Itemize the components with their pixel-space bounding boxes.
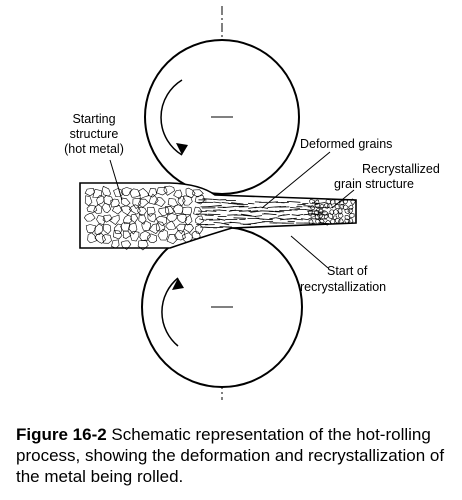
start-recrystallization-line-1: Start of bbox=[327, 264, 368, 278]
starting-structure-leader bbox=[109, 159, 123, 201]
start-recrystallization-line-2: recrystallization bbox=[300, 280, 386, 294]
starting-structure-line-2: structure bbox=[70, 127, 119, 141]
deformed-grains-text: Deformed grains bbox=[300, 137, 392, 151]
metal-strip bbox=[79, 182, 357, 249]
label-recrystallized: Recrystallized grain structure bbox=[331, 162, 440, 209]
recrystallized-line-2: grain structure bbox=[334, 177, 414, 191]
recrystallized-leader bbox=[331, 189, 355, 209]
label-start-recrystallization: Start of recrystallization bbox=[290, 235, 386, 294]
starting-structure-line-3: (hot metal) bbox=[64, 142, 124, 156]
figure-caption: Figure 16-2 Schematic representation of … bbox=[16, 424, 452, 487]
recrystallized-line-1: Recrystallized bbox=[362, 162, 440, 176]
deformed-grains-leader bbox=[261, 151, 331, 209]
start-recrystallization-leader bbox=[290, 235, 329, 269]
label-deformed-grains: Deformed grains bbox=[261, 137, 392, 209]
starting-structure-line-1: Starting bbox=[72, 112, 115, 126]
top-roll-rotation-arrow-icon bbox=[160, 79, 183, 156]
bottom-roll bbox=[141, 226, 303, 388]
bottom-roll-rotation-arrow-icon bbox=[161, 277, 179, 347]
top-roll bbox=[144, 39, 300, 195]
grain-structure-texture bbox=[83, 185, 356, 251]
label-starting-structure: Starting structure (hot metal) bbox=[64, 112, 124, 201]
figure-number: Figure 16-2 bbox=[16, 425, 107, 444]
hot-rolling-diagram: Starting structure (hot metal) Deformed … bbox=[64, 6, 440, 400]
figure-caption-text: Schematic representation of the hot-roll… bbox=[16, 425, 445, 486]
